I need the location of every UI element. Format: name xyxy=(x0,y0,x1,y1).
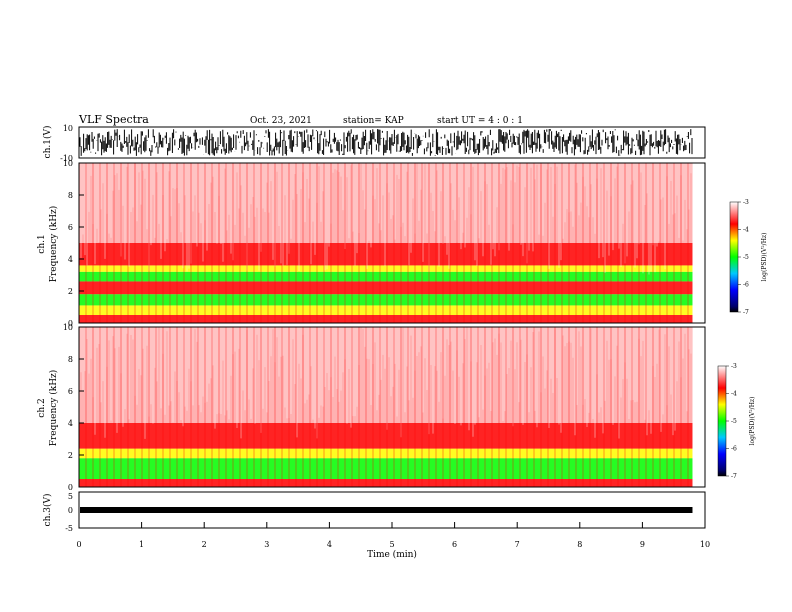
ch2-colorbar-label: log(PSD)(V²/Hz) xyxy=(749,397,756,446)
ch2-spec-ytick-label: 6 xyxy=(68,387,73,396)
ch1-colorbar-tick-label: -3 xyxy=(743,199,749,206)
ch2-colorbar-ticks: -3 -4 -5 -6 -7 xyxy=(726,363,737,480)
ch1-spec-band-4 xyxy=(79,271,693,282)
time-axis-tick-label: 5 xyxy=(389,540,394,549)
time-axis-tick-label: 1 xyxy=(139,540,144,549)
ch2-colorbar-tick-label: -4 xyxy=(731,391,737,398)
ch1-colorbar-tick-label: -5 xyxy=(743,254,749,261)
ch1-spec-band-0 xyxy=(79,315,693,323)
ch1-spec-ytick-label: 4 xyxy=(68,255,73,264)
ch1-spectrogram-panel: 10 8 6 4 2 0 ch.1 Frequency (kHz) xyxy=(37,159,706,328)
ch1-colorbar-tick-label: -6 xyxy=(743,282,749,289)
ch2-colorbar: -3 -4 -5 -6 -7 log(PSD)(V²/Hz) xyxy=(717,363,756,480)
ch1-spec-band-6 xyxy=(79,243,693,266)
time-axis-tick-label: 4 xyxy=(327,540,332,549)
date-label: Oct. 23, 2021 xyxy=(250,116,312,126)
ch2-spec-ytick-label: 8 xyxy=(68,355,73,364)
ch1-colorbar: -3 -4 -5 -6 -7 log(PSD)(V²/Hz) xyxy=(729,199,768,316)
ch1-waveform-ytick-bottom: -10 xyxy=(60,154,73,163)
ch2-spec-ytick-label: 0 xyxy=(68,483,73,492)
ch2-spectrogram-channel-label: ch.2 xyxy=(37,398,47,417)
ch1-colorbar-tick-label: -7 xyxy=(743,309,749,316)
ch1-colorbar-tick-label: -4 xyxy=(743,227,749,234)
ch3-waveform-ytick-0: 0 xyxy=(68,506,73,515)
time-axis-tick-label: 10 xyxy=(700,540,710,549)
time-axis: 0 1 2 3 4 5 6 7 8 9 10 xyxy=(76,522,710,549)
ch1-spectrogram-ylabel: Frequency (kHz) xyxy=(48,206,59,283)
ch2-spec-band-2 xyxy=(79,448,693,459)
time-axis-tick-label: 0 xyxy=(76,540,81,549)
ch1-spec-ytick-label: 6 xyxy=(68,223,73,232)
ch2-spectrogram-ylabel: Frequency (kHz) xyxy=(48,370,59,447)
ch1-spec-ytick-label: 10 xyxy=(63,159,73,168)
ch1-spectrogram-image xyxy=(78,163,693,323)
ch1-waveform-trace xyxy=(79,129,693,156)
time-axis-tick-label: 9 xyxy=(640,540,645,549)
ch2-spec-ytick-label: 10 xyxy=(63,323,73,332)
ch1-waveform-ytick-top: 10 xyxy=(63,124,73,133)
ch1-spec-band-1 xyxy=(79,305,693,315)
ch1-spec-ytick-label: 8 xyxy=(68,191,73,200)
ch1-colorbar-gradient xyxy=(729,201,739,313)
station-label: station= KAP xyxy=(343,116,404,126)
ch1-waveform-line xyxy=(79,129,693,156)
ch2-colorbar-tick-label: -7 xyxy=(731,473,737,480)
ch1-waveform-frame xyxy=(78,126,706,159)
time-axis-tick-label: 7 xyxy=(515,540,520,549)
ch2-spectrogram-frame xyxy=(78,326,706,488)
ch2-spectrogram-image xyxy=(78,327,693,487)
ch2-spec-band-1 xyxy=(79,458,693,479)
ch1-spectrogram-frame xyxy=(78,162,706,324)
ch2-colorbar-tick-label: -6 xyxy=(731,446,737,453)
ch1-spec-band-2 xyxy=(79,294,693,306)
ch3-waveform-line xyxy=(80,507,693,513)
ch2-spec-ytick-label: 2 xyxy=(68,451,73,460)
ch1-spectrogram-channel-label: ch.1 xyxy=(37,234,47,253)
ch1-spec-band-3 xyxy=(79,281,693,295)
ch2-colorbar-tick-label: -5 xyxy=(731,418,737,425)
ch2-colorbar-gradient xyxy=(717,365,727,477)
ch3-waveform-ylabel: ch.3(V) xyxy=(42,494,53,527)
ch3-waveform-ytick-neg5: -5 xyxy=(65,524,73,533)
time-axis-tick-label: 8 xyxy=(577,540,582,549)
time-axis-tick-label: 6 xyxy=(452,540,457,549)
figure-title: VLF Spectra xyxy=(78,113,149,126)
ch1-spec-ytick-label: 0 xyxy=(68,319,73,328)
ch2-spectrogram-panel: 10 8 6 4 2 0 ch.2 Frequency (kHz) xyxy=(37,323,706,492)
ch2-spectrogram-yticks: 10 8 6 4 2 0 xyxy=(63,323,84,492)
ch1-waveform-ylabel: ch.1(V) xyxy=(42,126,53,159)
time-axis-tick-label: 3 xyxy=(264,540,269,549)
start-time-label: start UT = 4 : 0 : 1 xyxy=(437,116,523,126)
ch1-spec-ytick-label: 2 xyxy=(68,287,73,296)
time-axis-tick-label: 2 xyxy=(202,540,207,549)
ch2-colorbar-tick-label: -3 xyxy=(731,363,737,370)
ch2-spec-ytick-label: 4 xyxy=(68,419,73,428)
ch3-waveform-trace xyxy=(80,507,693,513)
ch1-spectrogram-yticks: 10 8 6 4 2 0 xyxy=(63,159,84,328)
ch2-spec-band-0 xyxy=(79,479,693,487)
ch1-waveform-panel: 10 -10 ch.1(V) xyxy=(42,124,706,163)
ch1-colorbar-label: log(PSD)(V²/Hz) xyxy=(761,233,768,282)
ch1-colorbar-ticks: -3 -4 -5 -6 -7 xyxy=(738,199,749,316)
time-axis-label: Time (min) xyxy=(367,549,417,560)
ch2-spec-band-3 xyxy=(79,423,693,449)
ch3-waveform-ytick-5: 5 xyxy=(68,492,73,501)
ch1-spec-band-5 xyxy=(79,265,693,272)
